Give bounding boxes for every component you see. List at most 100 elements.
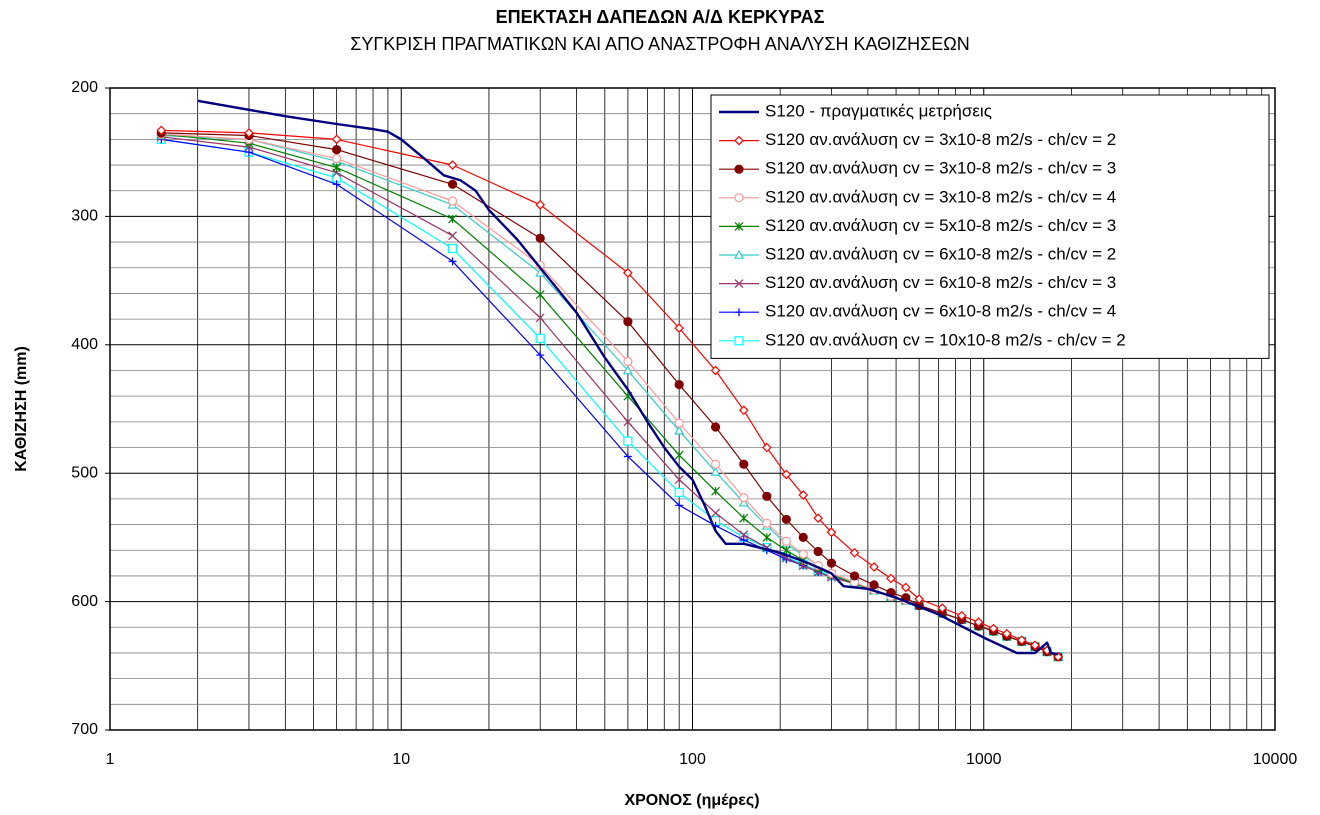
- legend-label: S120 αν.ανάλυση cv = 10x10-8 m2/s - ch/c…: [765, 330, 1126, 349]
- x-tick-label: 1: [106, 751, 115, 768]
- legend-label: S120 αν.ανάλυση cv = 6x10-8 m2/s - ch/cv…: [765, 273, 1116, 292]
- legend-label: S120 αν.ανάλυση cv = 3x10-8 m2/s - ch/cv…: [765, 159, 1116, 178]
- marker: [448, 257, 457, 266]
- marker: [914, 594, 924, 604]
- marker: [674, 475, 684, 485]
- marker: [781, 469, 792, 480]
- marker: [447, 179, 458, 189]
- marker: [535, 199, 546, 210]
- marker: [826, 558, 837, 568]
- marker: [710, 459, 721, 469]
- marker: [623, 417, 633, 427]
- marker: [447, 196, 458, 206]
- marker: [1016, 635, 1027, 645]
- marker: [332, 154, 342, 164]
- marker: [623, 452, 632, 461]
- marker: [956, 610, 967, 621]
- marker: [674, 380, 684, 390]
- marker: [156, 125, 167, 136]
- series-line: [197, 99, 1059, 656]
- marker: [738, 497, 749, 507]
- marker: [623, 317, 633, 327]
- marker: [734, 193, 744, 203]
- marker: [447, 160, 458, 170]
- marker: [448, 231, 457, 241]
- marker: [332, 145, 342, 155]
- marker: [849, 571, 860, 581]
- marker: [798, 532, 808, 543]
- marker: [849, 547, 860, 558]
- marker: [674, 418, 684, 428]
- marker: [739, 492, 749, 503]
- legend-label: S120 αν.ανάλυση cv = 5x10-8 m2/s - ch/cv…: [765, 216, 1116, 235]
- marker: [886, 573, 896, 584]
- marker: [675, 501, 684, 510]
- x-tick-label: 100: [679, 751, 706, 768]
- y-tick-label: 400: [71, 336, 98, 353]
- marker: [826, 527, 837, 538]
- series-line: [161, 129, 1059, 658]
- legend: S120 - πραγματικές μετρήσεις S120 αν.ανάλ…: [710, 94, 1270, 359]
- marker: [1001, 628, 1012, 639]
- marker: [869, 562, 879, 572]
- marker: [674, 450, 684, 460]
- marker: [813, 546, 823, 557]
- marker: [739, 530, 749, 540]
- marker: [739, 459, 749, 469]
- x-axis-label: ΧΡΟΝΟΣ (ημέρες): [624, 792, 759, 809]
- series: [197, 99, 1059, 656]
- marker: [762, 491, 772, 501]
- marker: [900, 582, 911, 593]
- marker: [536, 351, 545, 360]
- marker: [798, 549, 808, 559]
- marker: [623, 356, 633, 367]
- marker: [623, 268, 633, 278]
- series: [156, 125, 1063, 662]
- marker: [710, 365, 721, 376]
- marker: [869, 580, 879, 590]
- y-tick-label: 300: [71, 208, 98, 225]
- marker: [710, 466, 721, 476]
- x-tick-label: 1000: [966, 751, 1002, 768]
- marker: [711, 486, 720, 496]
- y-tick-label: 500: [71, 464, 98, 481]
- legend-label: S120 - πραγματικές μετρήσεις: [765, 101, 992, 120]
- marker: [735, 308, 743, 317]
- marker: [674, 487, 684, 498]
- marker: [535, 333, 545, 343]
- marker: [332, 163, 342, 173]
- marker: [244, 148, 253, 157]
- marker: [448, 214, 457, 224]
- marker: [674, 323, 685, 333]
- marker: [711, 508, 720, 518]
- marker: [1030, 640, 1040, 651]
- marker: [734, 279, 744, 289]
- marker: [988, 623, 999, 634]
- legend-box: [710, 94, 1270, 359]
- marker: [798, 490, 809, 500]
- x-tick-label: 10000: [1253, 751, 1298, 768]
- marker: [447, 243, 458, 254]
- legend-label: S120 αν.ανάλυση cv = 6x10-8 m2/s - ch/cv…: [765, 302, 1116, 321]
- marker: [622, 365, 633, 375]
- marker: [761, 442, 772, 453]
- chart-subtitle: ΣΥΓΚΡΙΣΗ ΠΡΑΓΜΑΤΙΚΩΝ ΚΑΙ ΑΠΟ ΑΝΑΣΤΡΟΦΗ Α…: [350, 34, 970, 54]
- marker: [973, 617, 984, 627]
- marker: [623, 436, 633, 446]
- marker: [813, 513, 823, 523]
- plot-border: [109, 87, 1276, 731]
- marker: [244, 128, 254, 138]
- legend-label: S120 αν.ανάλυση cv = 3x10-8 m2/s - ch/cv…: [765, 187, 1116, 206]
- chart-title: ΕΠΕΚΤΑΣΗ ΔΑΠΕΔΩΝ Α/Δ ΚΕΡΚΥΡΑΣ: [496, 7, 825, 27]
- legend-label: S120 αν.ανάλυση cv = 3x10-8 m2/s - ch/cv…: [765, 130, 1116, 149]
- marker: [781, 536, 791, 546]
- marker: [762, 532, 772, 542]
- marker: [535, 290, 545, 300]
- marker: [781, 514, 791, 525]
- marker: [738, 405, 749, 416]
- y-tick-label: 700: [71, 721, 98, 738]
- y-axis-label: ΚΑΘΙΖΗΣΗ (mm): [13, 346, 30, 472]
- marker: [734, 221, 744, 231]
- marker: [674, 425, 685, 435]
- marker: [535, 233, 545, 243]
